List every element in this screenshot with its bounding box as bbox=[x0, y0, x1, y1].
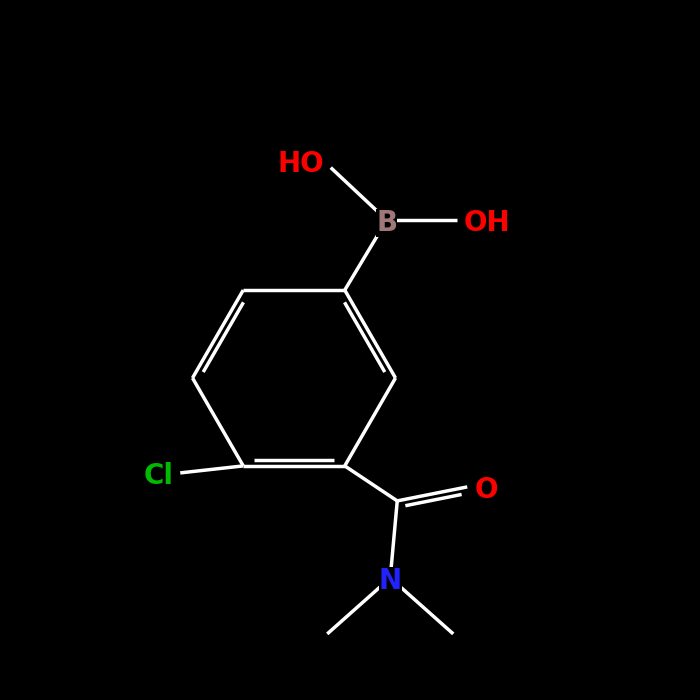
Text: Cl: Cl bbox=[144, 462, 173, 490]
Text: N: N bbox=[379, 567, 402, 595]
Text: B: B bbox=[376, 209, 398, 237]
Text: HO: HO bbox=[277, 150, 323, 178]
Text: OH: OH bbox=[463, 209, 510, 237]
Text: O: O bbox=[475, 476, 498, 504]
